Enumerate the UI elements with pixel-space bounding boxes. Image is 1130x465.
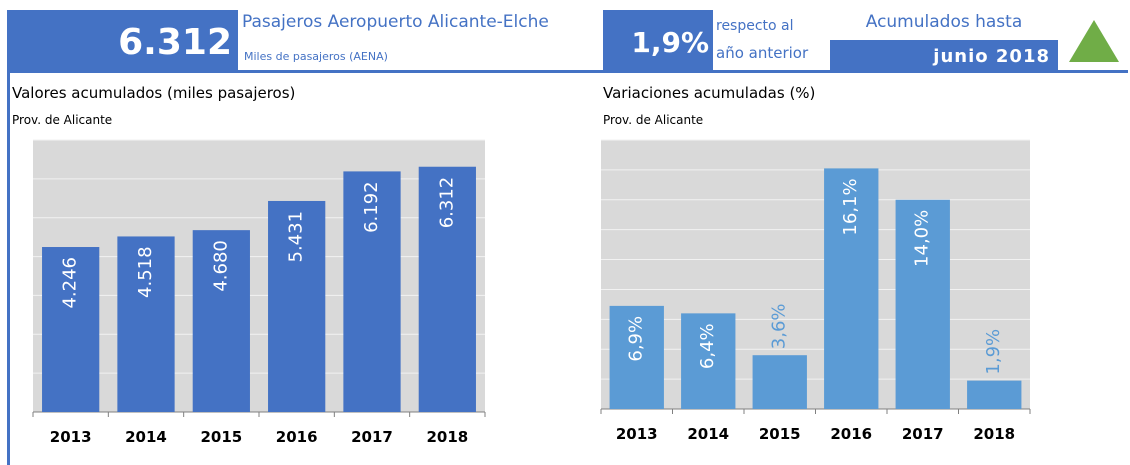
change-text: respecto al — [716, 18, 794, 34]
bar — [42, 247, 100, 412]
x-tick-label: 2018 — [973, 425, 1015, 443]
bar — [117, 236, 175, 412]
data-label: 3,6% — [769, 303, 790, 349]
data-label: 4.518 — [135, 246, 156, 298]
data-label: 4.246 — [60, 257, 81, 309]
x-tick-label: 2013 — [50, 428, 92, 446]
chart-subtitle: Prov. de Alicante — [12, 113, 112, 127]
bar — [895, 199, 950, 409]
chart-title: Valores acumulados (miles pasajeros) — [12, 84, 295, 102]
bar — [268, 200, 326, 412]
data-label: 6.192 — [361, 181, 382, 233]
x-tick-label: 2018 — [426, 428, 468, 446]
x-tick-label: 2015 — [759, 425, 801, 443]
left-border — [7, 10, 10, 465]
bar — [343, 171, 401, 412]
period-label: Acumulados hasta — [865, 12, 1023, 32]
data-label: 5.431 — [286, 211, 307, 263]
x-tick-label: 2014 — [687, 425, 729, 443]
x-tick-label: 2015 — [200, 428, 242, 446]
data-label: 6.312 — [436, 177, 457, 229]
kpi-subtitle: Miles de pasajeros (AENA) — [244, 50, 388, 63]
plot-area — [33, 140, 485, 412]
data-label: 6,4% — [697, 323, 718, 369]
chart-subtitle: Prov. de Alicante — [603, 113, 703, 127]
x-tick-label: 2016 — [276, 428, 318, 446]
x-tick-label: 2017 — [902, 425, 944, 443]
x-tick-label: 2014 — [125, 428, 167, 446]
data-label: 16,1% — [840, 178, 861, 235]
kpi-change: 1,9% — [603, 10, 713, 70]
bar — [824, 168, 879, 409]
bar — [418, 166, 476, 412]
data-label: 14,0% — [912, 210, 933, 267]
x-tick-label: 2016 — [830, 425, 872, 443]
x-tick-label: 2013 — [616, 425, 658, 443]
header-rule — [7, 70, 1128, 73]
kpi-value: 6.312 — [7, 10, 238, 70]
change-text: año anterior — [716, 44, 809, 62]
bar — [192, 230, 250, 412]
chart-title: Variaciones acumuladas (%) — [603, 84, 815, 102]
period: junio 2018 — [830, 40, 1058, 70]
bar — [681, 313, 736, 409]
data-label: 4.680 — [210, 240, 231, 292]
kpi-title: Pasajeros Aeropuerto Alicante-Elche — [242, 12, 549, 32]
data-label: 1,9% — [983, 329, 1004, 375]
bar — [967, 380, 1022, 409]
bar — [752, 355, 807, 409]
plot-area — [601, 140, 1030, 409]
x-tick-label: 2017 — [351, 428, 393, 446]
trend-arrow — [1069, 20, 1119, 62]
bar — [609, 305, 664, 409]
data-label: 6,9% — [626, 316, 647, 362]
